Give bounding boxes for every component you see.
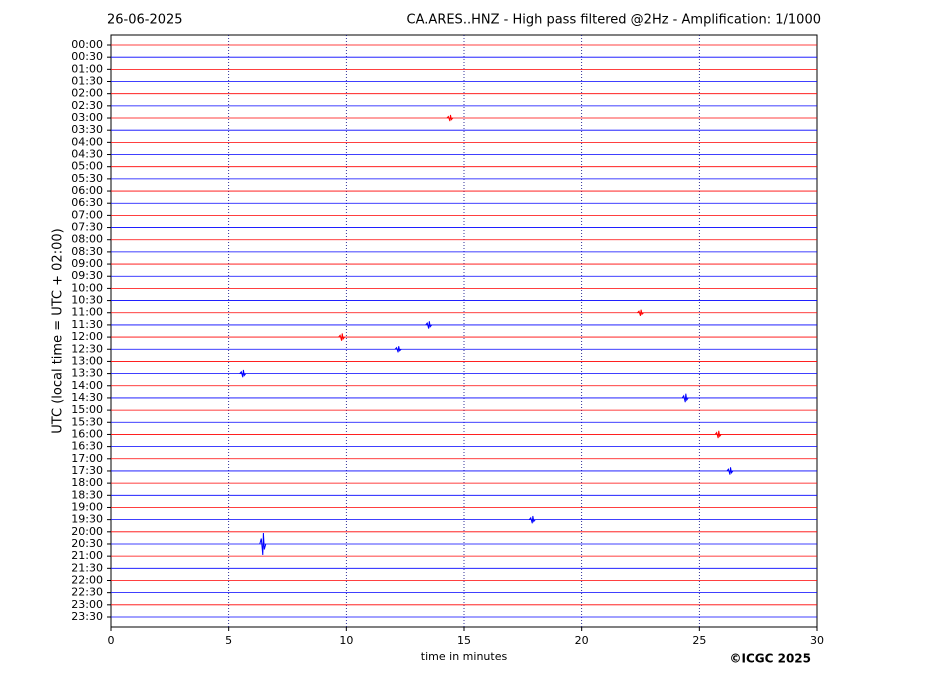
y-tick-label: 21:30 [71,561,103,574]
seismic-event [714,430,722,439]
y-tick-label: 16:00 [71,427,103,440]
y-tick-label: 14:30 [71,391,103,404]
y-tick-label: 03:30 [71,123,103,136]
seismic-event [446,114,454,122]
y-tick-label: 02:00 [71,87,103,100]
y-tick-label: 13:30 [71,367,103,380]
y-tick-label: 08:30 [71,245,103,258]
y-tick-label: 11:00 [71,306,103,319]
y-tick-label: 05:00 [71,160,103,173]
y-tick-label: 15:00 [71,403,103,416]
y-tick-label: 11:30 [71,318,103,331]
seismic-event [637,309,644,316]
y-tick-label: 19:00 [71,500,103,513]
copyright: ©ICGC 2025 [729,652,811,666]
x-tick-label: 30 [810,634,824,647]
seismic-event [528,515,536,524]
y-tick-label: 18:30 [71,488,103,501]
x-axis-label: time in minutes [421,650,508,663]
date: 26-06-2025 [107,13,183,28]
seismic-event [425,321,433,329]
y-tick-label: 20:00 [71,525,103,538]
y-tick-label: 04:30 [71,148,103,161]
y-tick-label: 03:00 [71,111,103,124]
y-tick-label: 08:00 [71,233,103,246]
y-tick-label: 12:00 [71,330,103,343]
y-tick-label: 12:30 [71,342,103,355]
x-tick-label: 0 [108,634,115,647]
seismic-event [259,532,267,555]
seismic-event [338,333,346,341]
y-tick-label: 00:30 [71,50,103,63]
y-tick-label: 10:30 [71,294,103,307]
y-tick-label: 01:30 [71,75,103,88]
y-tick-label: 22:00 [71,573,103,586]
y-tick-label: 05:30 [71,172,103,185]
seismic-event [239,369,247,378]
y-tick-label: 17:00 [71,452,103,465]
y-tick-label: 21:00 [71,549,103,562]
y-tick-label: 09:00 [71,257,103,270]
y-tick-label: 10:00 [71,281,103,294]
x-tick-label: 5 [225,634,232,647]
y-tick-label: 13:00 [71,354,103,367]
y-tick-label: 06:30 [71,196,103,209]
y-tick-label: 23:30 [71,610,103,623]
y-tick-label: 07:30 [71,221,103,234]
x-tick-label: 20 [575,634,589,647]
y-tick-label: 07:00 [71,208,103,221]
y-tick-label: 23:00 [71,598,103,611]
seismic-event [394,346,402,353]
y-tick-label: 14:00 [71,379,103,392]
y-tick-label: 22:30 [71,586,103,599]
y-axis-label: UTC (local time = UTC + 02:00) [51,228,66,433]
y-tick-label: 02:30 [71,99,103,112]
y-tick-label: 15:30 [71,415,103,428]
y-tick-label: 20:30 [71,537,103,550]
y-tick-label: 16:30 [71,440,103,453]
seismic-event [681,393,689,403]
plot-frame [110,34,818,628]
y-tick-label: 06:00 [71,184,103,197]
x-tick-label: 25 [692,634,706,647]
y-tick-label: 18:00 [71,476,103,489]
chart-title: CA.ARES..HNZ - High pass filtered @2Hz -… [407,13,821,28]
y-tick-label: 04:00 [71,135,103,148]
x-tick-label: 10 [339,634,353,647]
y-tick-label: 19:30 [71,513,103,526]
x-tick-label: 15 [457,634,471,647]
y-tick-label: 17:30 [71,464,103,477]
seismic-event [726,467,734,475]
y-tick-label: 00:00 [71,38,103,51]
y-tick-label: 01:00 [71,62,103,75]
y-tick-label: 09:30 [71,269,103,282]
